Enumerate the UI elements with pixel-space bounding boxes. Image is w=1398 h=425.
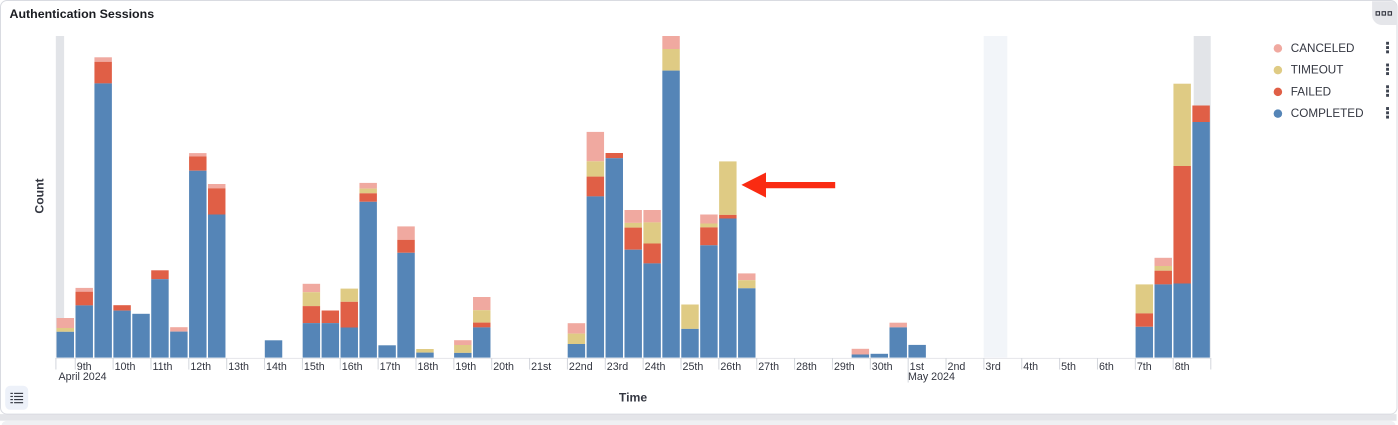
- svg-text:5th: 5th: [1061, 361, 1076, 373]
- svg-text:26th: 26th: [720, 361, 741, 373]
- svg-text:17th: 17th: [380, 361, 401, 373]
- svg-text:CANCELED: CANCELED: [1291, 42, 1355, 55]
- svg-text:27th: 27th: [758, 361, 779, 373]
- svg-text:9th: 9th: [77, 361, 92, 373]
- svg-text:April 2024: April 2024: [59, 371, 107, 383]
- svg-text:16th: 16th: [342, 361, 363, 373]
- svg-text:6th: 6th: [1099, 361, 1114, 373]
- svg-text:15th: 15th: [304, 361, 325, 373]
- svg-text:25th: 25th: [683, 361, 704, 373]
- svg-text:FAILED: FAILED: [1291, 85, 1331, 98]
- svg-text:30th: 30th: [872, 361, 893, 373]
- svg-text:May 2024: May 2024: [908, 371, 955, 383]
- svg-text:24th: 24th: [645, 361, 666, 373]
- svg-text:10th: 10th: [115, 361, 136, 373]
- svg-text:2nd: 2nd: [948, 361, 966, 373]
- svg-text:23rd: 23rd: [607, 361, 628, 373]
- svg-text:12th: 12th: [190, 361, 211, 373]
- svg-text:Time: Time: [619, 390, 647, 404]
- svg-text:3rd: 3rd: [985, 361, 1001, 373]
- svg-text:TIMEOUT: TIMEOUT: [1291, 64, 1344, 77]
- svg-text:28th: 28th: [796, 361, 817, 373]
- svg-text:1st: 1st: [910, 361, 924, 373]
- svg-text:29th: 29th: [834, 361, 855, 373]
- svg-text:20th: 20th: [493, 361, 514, 373]
- svg-text:18th: 18th: [417, 361, 438, 373]
- svg-text:11th: 11th: [152, 361, 172, 373]
- svg-text:14th: 14th: [266, 361, 287, 373]
- svg-text:22nd: 22nd: [569, 361, 593, 373]
- svg-text:8th: 8th: [1175, 361, 1190, 373]
- svg-text:19th: 19th: [455, 361, 476, 373]
- svg-text:Authentication Sessions: Authentication Sessions: [10, 7, 155, 21]
- svg-text:Count: Count: [33, 178, 47, 213]
- svg-text:COMPLETED: COMPLETED: [1291, 107, 1364, 120]
- svg-text:13th: 13th: [228, 361, 249, 373]
- svg-text:21st: 21st: [531, 361, 551, 373]
- svg-text:4th: 4th: [1023, 361, 1038, 373]
- svg-text:7th: 7th: [1137, 361, 1152, 373]
